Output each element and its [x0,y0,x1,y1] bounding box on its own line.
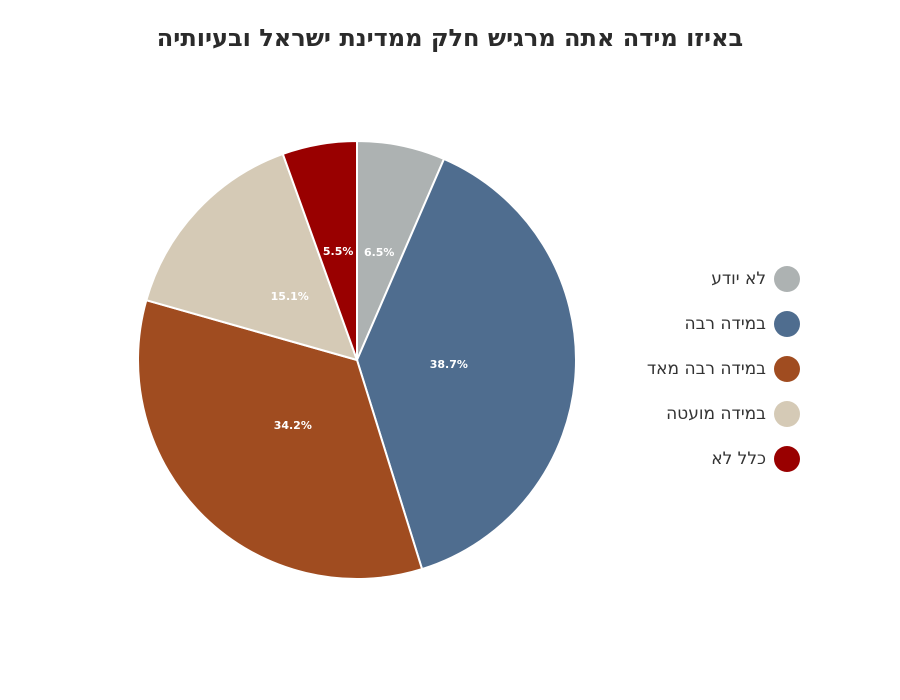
pie-slices [137,139,577,580]
pie-slice-2 [137,298,424,580]
pie-slice-3 [145,152,359,362]
legend-swatch [774,265,800,292]
legend-item-1: במידה רבה [600,301,800,346]
pie-data-label-2: 34.2% [274,419,312,432]
legend-swatch [774,400,800,427]
pie-data-label-1: 38.7% [430,358,468,371]
pie-data-label-3: 15.1% [271,290,309,303]
legend-item-3: במידה מועטה [600,391,800,436]
legend-label: במידה מועטה [666,403,766,424]
legend-label: במידה רבה [684,313,767,334]
legend-swatch [774,445,800,472]
pie-data-labels: 6.5% 38.7% 34.2% 15.1% 5.5% [271,245,468,432]
legend-label: כלל לא [711,448,766,469]
legend-label: במידה רבה מאד [646,358,766,379]
legend-item-2: במידה רבה מאד [600,346,800,391]
chart-title: באיזו מידה אתה מרגיש חלק ממדינת ישראל וב… [156,24,744,52]
legend-swatch [774,355,800,382]
legend-label: לא יודע [711,268,766,289]
chart-legend: לא יודע במידה רבה במידה רבה מאד במידה מועטה… [600,256,800,481]
pie-data-label-0: 6.5% [364,246,395,259]
pie-slice-4 [281,139,358,361]
legend-item-4: כלל לא [600,436,800,481]
legend-swatch [774,310,800,337]
pie-slice-1 [355,157,577,571]
legend-item-0: לא יודע [600,256,800,301]
pie-data-label-4: 5.5% [323,245,354,258]
